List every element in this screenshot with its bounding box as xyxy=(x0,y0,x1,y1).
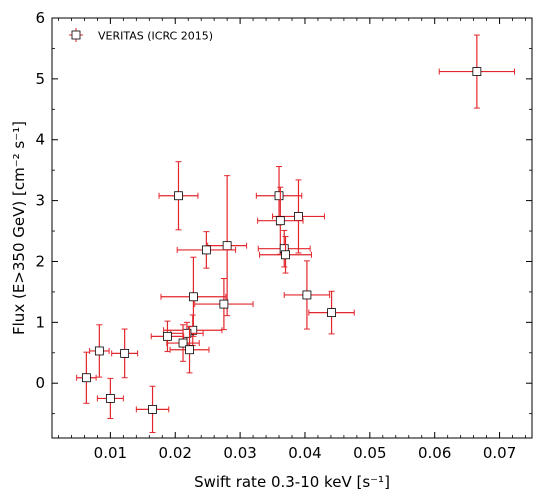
y-tick-label: 0 xyxy=(35,374,45,392)
x-axis-title: Swift rate 0.3-10 keV [s⁻¹] xyxy=(194,473,390,491)
point-marker xyxy=(275,216,285,226)
data-point xyxy=(259,236,312,274)
data-point xyxy=(160,256,227,337)
point-marker xyxy=(105,394,115,403)
point-marker xyxy=(174,191,183,201)
legend-label: VERITAS (ICRC 2015) xyxy=(98,30,213,43)
data-point xyxy=(283,260,331,330)
point-marker xyxy=(274,191,284,201)
point-marker xyxy=(120,348,130,358)
data-point xyxy=(166,324,200,362)
data-point xyxy=(163,314,223,346)
y-tick-label: 4 xyxy=(35,131,45,149)
x-tick-label: 0.07 xyxy=(483,444,516,462)
x-tick-label: 0.06 xyxy=(418,444,451,462)
point-marker xyxy=(189,292,198,302)
point-marker xyxy=(185,345,194,355)
x-tick-label: 0.04 xyxy=(288,444,321,462)
data-point xyxy=(308,290,355,335)
data-point xyxy=(150,320,185,353)
point-marker xyxy=(94,346,104,356)
point-marker xyxy=(281,250,290,260)
point-marker xyxy=(178,338,188,348)
legend-marker xyxy=(71,30,81,40)
data-marks xyxy=(76,34,515,434)
x-tick-label: 0.02 xyxy=(159,444,192,462)
data-point xyxy=(176,231,237,269)
point-marker xyxy=(302,290,312,300)
data-point xyxy=(89,324,110,378)
y-tick-label: 6 xyxy=(35,9,45,27)
x-tick-label: 0.03 xyxy=(223,444,256,462)
y-tick-label: 5 xyxy=(35,70,45,88)
point-marker xyxy=(472,67,482,76)
point-marker xyxy=(294,212,303,221)
data-point xyxy=(135,385,170,434)
data-point xyxy=(158,161,199,231)
data-point xyxy=(438,34,515,109)
point-marker xyxy=(219,299,229,309)
legend: VERITAS (ICRC 2015) xyxy=(69,28,213,43)
point-marker xyxy=(222,241,232,251)
x-tick-label: 0.05 xyxy=(353,444,386,462)
data-point xyxy=(255,166,303,226)
point-marker xyxy=(81,373,91,383)
data-point xyxy=(96,377,124,420)
point-marker xyxy=(148,404,157,414)
data-point xyxy=(257,186,304,255)
axis-ticks: 0.01 0.02 0.03 0.04 0.05 0.06 0.07 0 1 2 3 4 5 6 xyxy=(35,9,532,462)
x-tick-label: 0.01 xyxy=(94,444,127,462)
data-point xyxy=(169,326,210,374)
point-marker xyxy=(163,331,172,341)
data-point xyxy=(194,278,254,331)
point-marker xyxy=(327,308,336,318)
point-marker xyxy=(201,245,211,255)
y-tick-label: 1 xyxy=(35,313,45,331)
y-tick-label: 3 xyxy=(35,192,45,210)
y-axis-title: Flux (E>350 GeV) [cm⁻² s⁻¹] xyxy=(10,121,28,335)
data-point xyxy=(111,328,139,379)
data-point xyxy=(76,351,97,404)
y-tick-label: 2 xyxy=(35,252,45,270)
